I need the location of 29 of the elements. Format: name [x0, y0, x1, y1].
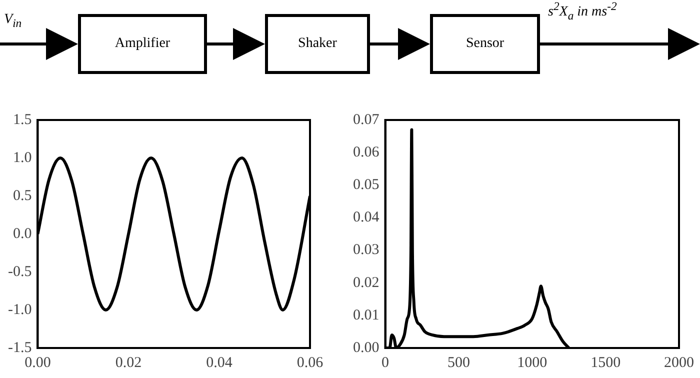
- y-tick-label: 0.00: [353, 340, 380, 356]
- y-tick-label: 0.0: [12, 226, 32, 242]
- y-tick-label: 0.03: [353, 242, 380, 258]
- y-tick-label: -1.5: [8, 340, 32, 356]
- x-tick-label: 0.06: [296, 354, 324, 371]
- y-tick-label: 0.02: [353, 274, 380, 291]
- y-tick-label: -1.0: [8, 302, 32, 318]
- text: V$_{in}$: [4, 12, 22, 30]
- y-tick-label: 0.01: [353, 307, 380, 324]
- block-box: Sensor: [430, 14, 540, 74]
- x-tick-label: 0.04: [206, 354, 233, 371]
- y-tick-label: -0.5: [8, 264, 32, 280]
- y-tick-label: 0.05: [353, 177, 380, 194]
- y-tick-label: 0.5: [12, 188, 32, 204]
- y-tick-label: 0.04: [353, 210, 380, 226]
- y-tick-label: 1.5: [12, 112, 32, 128]
- y-tick-label: 0.07: [353, 112, 380, 128]
- x-tick-label: 500: [447, 354, 470, 371]
- x-tick-label: 0.02: [115, 354, 142, 371]
- y-tick-label: 1.0: [12, 150, 32, 166]
- x-tick-label: 0: [382, 354, 389, 371]
- x-tick-label: 0.00: [24, 354, 51, 371]
- x-tick-label: 1000: [517, 354, 548, 371]
- block-box: Amplifier: [78, 14, 207, 74]
- x-tick-label: 2000: [664, 354, 694, 371]
- block-box: Shaker: [265, 14, 370, 74]
- y-tick-label: 0.06: [353, 144, 380, 161]
- text: s$^{2}$X$_{a}$ in ms$^{-2}$: [548, 0, 617, 22]
- x-tick-label: 1500: [590, 354, 621, 371]
